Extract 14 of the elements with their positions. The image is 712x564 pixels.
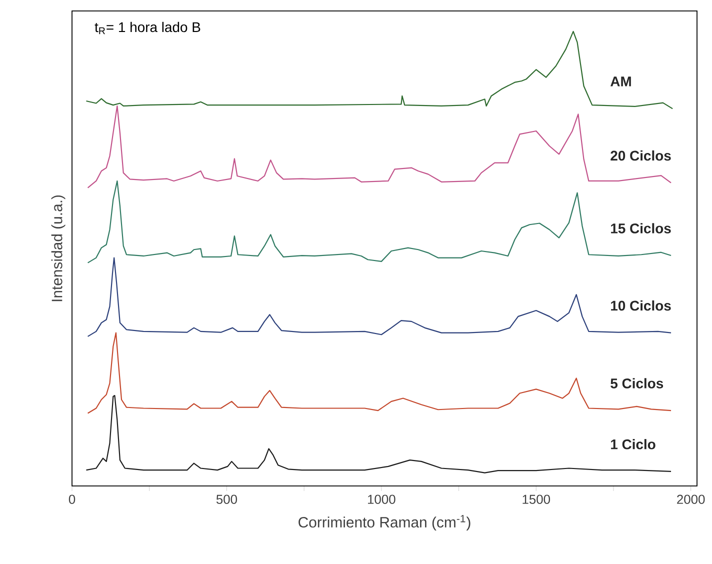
series-label: AM xyxy=(610,76,631,86)
series-label: 10 Ciclos xyxy=(611,300,671,311)
y-axis-title: Intensidad (u.a.) xyxy=(51,195,66,302)
x-tick-label: 1500 xyxy=(522,494,550,504)
x-tick-label: 2000 xyxy=(677,494,705,504)
x-tick-label: 500 xyxy=(216,494,238,504)
series-label: 5 Ciclos xyxy=(610,378,664,388)
x-axis-title: Corrimiento Raman (cm$^{-1}$) xyxy=(298,515,470,531)
chart-title: t$_{R}$= 1 hora lado B xyxy=(94,22,200,34)
series-label: 20 Ciclos xyxy=(610,150,671,161)
x-tick-label: 0 xyxy=(68,494,76,504)
series-label: 1 Ciclo xyxy=(611,439,656,450)
series-label: 15 Ciclos xyxy=(611,223,671,234)
x-tick-label: 1000 xyxy=(368,494,396,504)
